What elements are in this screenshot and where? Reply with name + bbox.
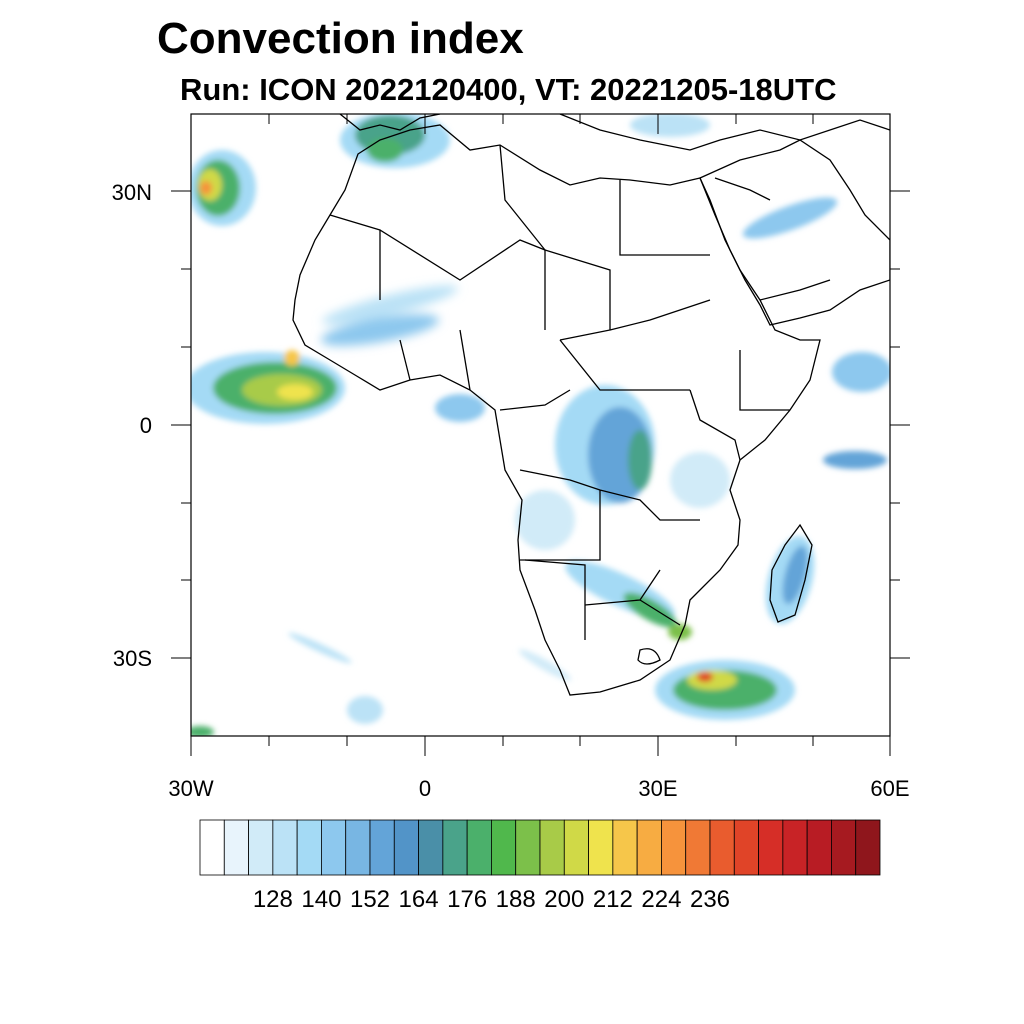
chart-title: Convection index <box>157 14 524 63</box>
colorbar-tick-label: 200 <box>544 886 585 913</box>
colorbar-swatch <box>345 819 371 876</box>
convection-shading <box>191 114 890 736</box>
lat-label-0: 0 <box>139 413 152 438</box>
madagascar-coastline <box>769 523 813 623</box>
colorbar-tick-label: 152 <box>349 886 391 913</box>
colorbar-tick-label: 164 <box>398 886 439 913</box>
colorbar-swatch <box>782 819 808 876</box>
axis-ticks <box>171 114 910 756</box>
europe-coastline <box>339 114 441 131</box>
colorbar-swatch <box>491 819 517 876</box>
colorbar-swatch <box>418 819 444 876</box>
colorbar-swatch <box>539 819 565 876</box>
colorbar-swatch <box>758 819 784 876</box>
cluster-northwest-atlantic <box>191 150 256 226</box>
colorbar-swatch <box>248 819 274 876</box>
mediterranean-north-coastline <box>559 114 890 151</box>
colorbar-swatch <box>223 819 249 876</box>
colorbar-swatch <box>515 819 541 876</box>
lat-label-30n: 30N <box>111 180 152 205</box>
chart-subtitle: Run: ICON 2022120400, VT: 20221205-18UTC <box>180 72 837 107</box>
colorbar-swatch <box>369 819 395 876</box>
lon-label-0: 0 <box>418 776 432 801</box>
lon-label-60e: 60E <box>870 776 910 801</box>
colorbar-swatch <box>296 819 322 876</box>
arabia-coastline <box>699 139 890 326</box>
colorbar-swatch <box>466 819 492 876</box>
colorbar-swatch <box>661 819 687 876</box>
colorbar-swatch <box>685 819 711 876</box>
colorbar-swatch <box>636 819 662 876</box>
colorbar-swatch <box>733 819 759 876</box>
colorbar-swatch <box>393 819 419 876</box>
colorbar-tick-label: 128 <box>252 886 293 913</box>
cluster-indian-ocean <box>823 352 890 469</box>
colorbar-tick-label: 236 <box>689 886 731 913</box>
colorbar-swatch <box>563 819 589 876</box>
band-sahel <box>320 285 458 346</box>
lesotho-border <box>637 648 661 665</box>
cluster-gulf-of-guinea <box>191 350 485 424</box>
colorbar-tick-label: 224 <box>641 886 682 913</box>
coastlines <box>292 114 890 696</box>
lat-label-30s: 30S <box>112 646 152 671</box>
colorbar-swatch <box>855 819 881 876</box>
colorbar-swatch <box>709 819 735 876</box>
colorbar-swatch <box>588 819 614 876</box>
colorbar-swatch <box>442 819 468 876</box>
wisps-south-atlantic <box>191 632 572 736</box>
colorbar-tick-label: 140 <box>301 886 342 913</box>
lon-label-30w: 30W <box>168 776 214 801</box>
cluster-south-indian-ocean <box>655 660 795 720</box>
colorbar-swatch <box>612 819 638 876</box>
colorbar-swatch <box>806 819 832 876</box>
africa-coastline <box>292 124 821 696</box>
colorbar-swatch <box>272 819 298 876</box>
colorbar-swatch <box>831 819 857 876</box>
colorbar-tick-label: 212 <box>592 886 633 913</box>
colorbar-tick-label: 176 <box>447 886 488 913</box>
cluster-arabia <box>742 197 838 239</box>
colorbar-swatch <box>321 819 347 876</box>
cluster-congo <box>515 385 730 550</box>
colorbar-swatch <box>199 819 225 876</box>
colorbar <box>199 819 881 876</box>
lon-label-30e: 30E <box>638 776 678 801</box>
colorbar-tick-label: 188 <box>495 886 536 913</box>
